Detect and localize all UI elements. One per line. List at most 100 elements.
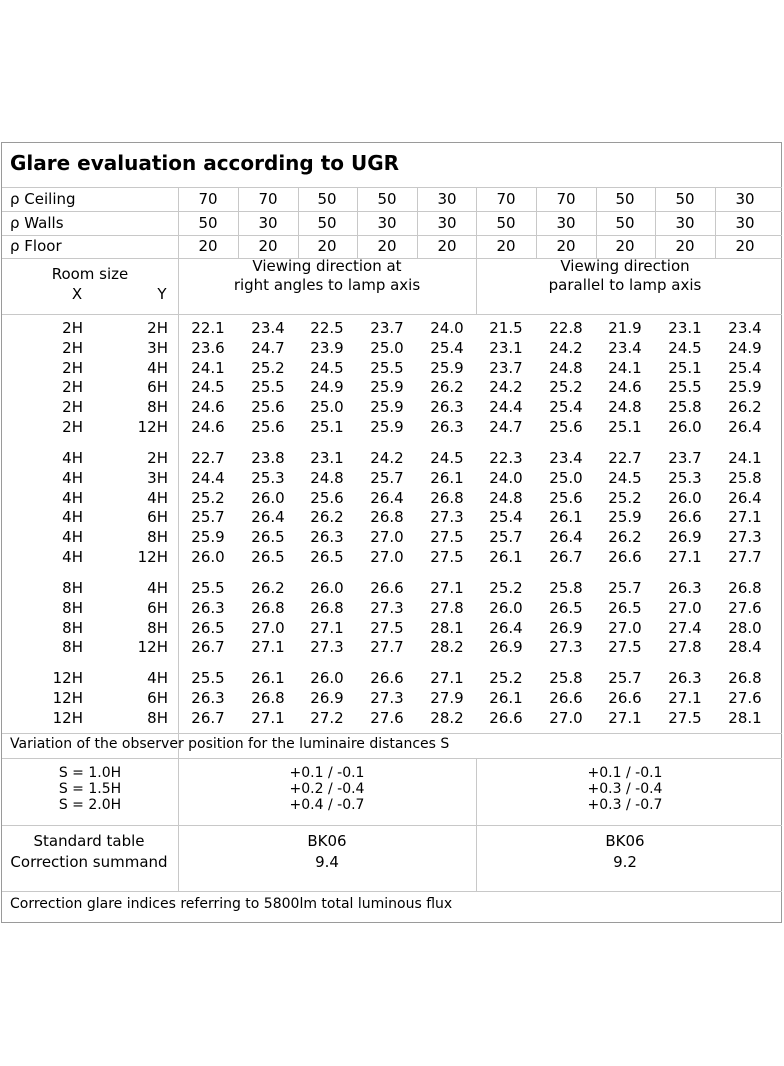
ugr-value: 26.6 [608, 548, 642, 566]
ugr-value: 21.9 [608, 319, 642, 337]
ugr-value: 26.6 [370, 669, 404, 687]
ugr-value: 25.6 [310, 488, 344, 507]
divider [715, 187, 716, 258]
ugr-value: 25.5 [191, 669, 225, 687]
ugr-value: 26.6 [489, 708, 523, 727]
ugr-value: 22.8 [549, 319, 583, 337]
ugr-value: 25.9 [728, 378, 762, 397]
ugr-value: 25.3 [251, 468, 285, 487]
ugr-value: 24.8 [549, 358, 583, 377]
ugr-value: 24.9 [310, 378, 344, 397]
reflectance-label: ρ Walls [10, 214, 64, 232]
ugr-value: 23.7 [668, 449, 702, 467]
divider [2, 187, 782, 188]
variation-s-label: S = 2.0H [58, 797, 122, 813]
ugr-value: 24.5 [191, 378, 225, 397]
ugr-value: 27.5 [370, 618, 404, 637]
viewing-right-angles-line2: right angles to lamp axis [233, 276, 421, 294]
reflectance-value: 20 [377, 237, 397, 255]
viewing-parallel-line1: Viewing direction [560, 257, 690, 275]
ugr-value: 27.0 [370, 548, 404, 566]
room-size-y-value: 4H [147, 669, 168, 687]
reflectance-value: 50 [496, 214, 516, 232]
room-size-x-value: 12H [52, 669, 83, 687]
ugr-value: 26.1 [489, 688, 523, 707]
reflectance-value: 30 [675, 214, 695, 232]
ugr-value: 26.5 [251, 548, 285, 566]
ugr-value: 25.8 [668, 398, 702, 417]
ugr-value: 25.9 [608, 508, 642, 527]
ugr-value: 26.8 [728, 579, 762, 597]
ugr-value: 26.9 [489, 638, 523, 657]
variation-s-label: S = 1.0H [58, 765, 122, 781]
ugr-value: 24.7 [489, 418, 523, 436]
ugr-value: 25.9 [370, 378, 404, 397]
reflectance-value: 20 [258, 237, 278, 255]
ugr-value: 24.8 [489, 488, 523, 507]
reflectance-value: 30 [735, 214, 755, 232]
ugr-value: 23.6 [191, 338, 225, 357]
ugr-value: 27.5 [430, 528, 464, 547]
ugr-value: 24.5 [668, 338, 702, 357]
ugr-value: 26.0 [310, 669, 344, 687]
ugr-value: 23.9 [310, 338, 344, 357]
ugr-table-frame [1, 142, 782, 923]
ugr-value: 26.1 [251, 669, 285, 687]
variation-heading: Variation of the observer position for t… [10, 736, 450, 752]
variation-right-angles-value: +0.4 / -0.7 [289, 797, 365, 813]
ugr-value: 25.5 [191, 579, 225, 597]
ugr-value: 28.2 [430, 708, 464, 727]
room-size-y: Y [157, 285, 167, 303]
ugr-value: 24.0 [489, 468, 523, 487]
ugr-value: 24.6 [608, 378, 642, 397]
page-title: Glare evaluation according to UGR [10, 151, 400, 175]
reflectance-value: 20 [496, 237, 516, 255]
ugr-value: 26.7 [191, 638, 225, 657]
ugr-value: 26.7 [191, 708, 225, 727]
divider [655, 187, 656, 258]
standard-table-parallel: BK06 [605, 832, 645, 850]
ugr-value: 26.5 [310, 548, 344, 566]
ugr-value: 23.7 [370, 319, 404, 337]
ugr-value: 27.0 [668, 598, 702, 617]
reflectance-value: 20 [615, 237, 635, 255]
reflectance-value: 20 [735, 237, 755, 255]
ugr-value: 27.1 [251, 708, 285, 727]
ugr-value: 25.0 [310, 398, 344, 417]
divider [536, 187, 537, 258]
ugr-value: 25.2 [549, 378, 583, 397]
ugr-value: 24.2 [549, 338, 583, 357]
ugr-value: 27.0 [370, 528, 404, 547]
ugr-value: 22.7 [191, 449, 225, 467]
ugr-value: 25.1 [310, 418, 344, 436]
room-size-y-value: 8H [147, 708, 168, 727]
ugr-value: 24.8 [608, 398, 642, 417]
ugr-value: 23.8 [251, 449, 285, 467]
ugr-value: 25.2 [489, 669, 523, 687]
ugr-value: 24.6 [191, 418, 225, 436]
correction-summand-parallel: 9.2 [613, 853, 637, 871]
ugr-value: 26.6 [668, 508, 702, 527]
ugr-value: 25.5 [370, 358, 404, 377]
ugr-value: 25.2 [251, 358, 285, 377]
ugr-value: 24.0 [430, 319, 464, 337]
ugr-value: 26.4 [728, 418, 762, 436]
ugr-value: 27.1 [668, 548, 702, 566]
reflectance-value: 30 [735, 190, 755, 208]
ugr-value: 27.3 [549, 638, 583, 657]
divider [476, 758, 477, 891]
ugr-value: 25.6 [251, 398, 285, 417]
divider [2, 733, 782, 734]
room-size-x-value: 4H [62, 508, 83, 527]
ugr-value: 24.8 [310, 468, 344, 487]
room-size-y-value: 6H [147, 688, 168, 707]
divider [2, 258, 782, 259]
reflectance-value: 20 [675, 237, 695, 255]
ugr-value: 25.8 [549, 579, 583, 597]
ugr-value: 28.1 [430, 618, 464, 637]
ugr-value: 22.5 [310, 319, 344, 337]
ugr-value: 21.5 [489, 319, 523, 337]
ugr-value: 26.6 [370, 579, 404, 597]
ugr-value: 26.8 [430, 488, 464, 507]
ugr-value: 25.7 [608, 579, 642, 597]
